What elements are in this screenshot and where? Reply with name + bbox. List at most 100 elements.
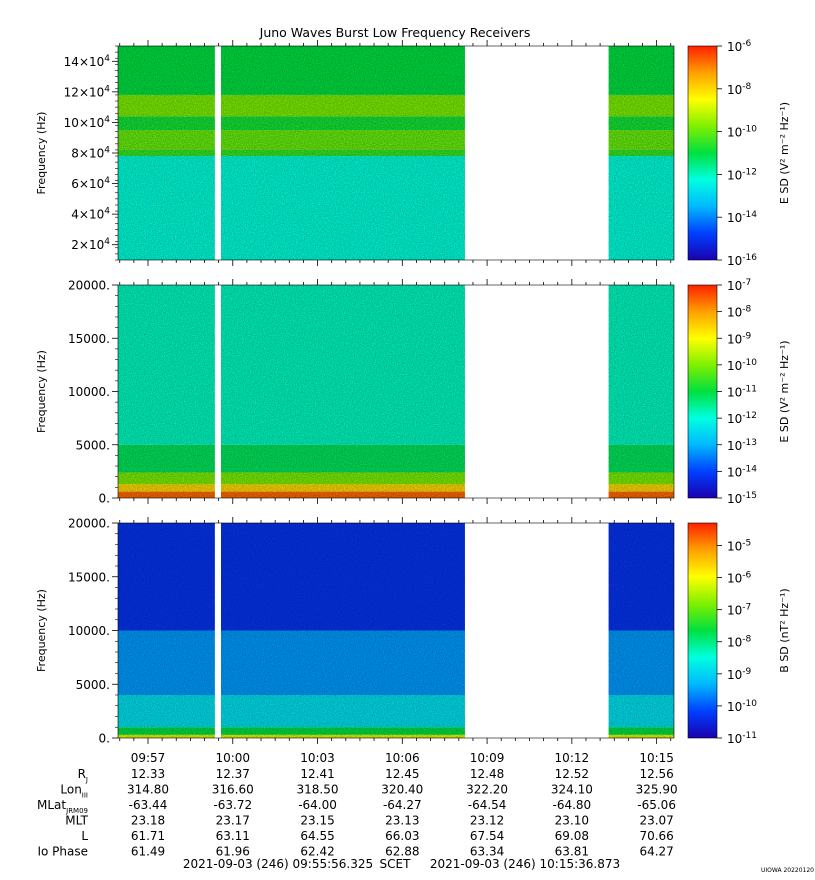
colorbar-frame [687, 522, 718, 739]
data-gap [214, 522, 221, 739]
y-axis-label: Frequency (Hz) [35, 350, 48, 433]
colorbar-tick-label: 10-10 [727, 358, 757, 373]
ephemeris-row-label: LonIII [60, 783, 88, 800]
data-gap [464, 522, 609, 739]
colorbar [688, 523, 717, 738]
y-tick-label: 20000. [68, 279, 110, 293]
y-tick-label: 8×104 [71, 146, 110, 161]
ephemeris-value: 23.17 [216, 814, 250, 828]
time-tick-label: 10:06 [385, 751, 420, 765]
ephemeris-value: 63.81 [555, 845, 589, 859]
ephemeris-value: -63.44 [129, 798, 168, 812]
colorbar-tick-label: 10-11 [727, 385, 757, 400]
ephemeris-value: 23.15 [300, 814, 334, 828]
colorbar-tick-label: 10-7 [727, 603, 751, 618]
ephemeris-value: 64.27 [639, 845, 673, 859]
colorbar-label: B SD (nT² Hz⁻¹) [778, 588, 791, 672]
colorbar-label: E SD (V² m⁻² Hz⁻¹) [778, 340, 791, 442]
y-tick-label: 15000. [68, 570, 110, 584]
y-tick-label: 6×104 [71, 176, 110, 191]
y-tick-label: 10×104 [64, 115, 111, 130]
ephemeris-value: -65.06 [637, 798, 676, 812]
colorbar-tick-label: 10-11 [727, 731, 757, 746]
colorbar-tick-label: 10-10 [727, 699, 757, 714]
ephemeris-value: 61.96 [216, 845, 250, 859]
ephemeris-value: 69.08 [555, 829, 589, 843]
colorbar-tick-label: 10-9 [727, 667, 752, 682]
scet-end: 2021-09-03 (246) 10:15:36.873 [430, 857, 620, 871]
ephemeris-value: 23.13 [385, 814, 419, 828]
colorbar-tick-label: 10-13 [727, 438, 757, 453]
ephemeris-value: 23.07 [639, 814, 673, 828]
ephemeris-value: -64.80 [553, 798, 592, 812]
credit-label: UIOWA 20220120 [761, 867, 814, 874]
colorbar-tick-label: 10-15 [727, 491, 757, 506]
colorbar-tick-label: 10-8 [727, 305, 752, 320]
y-tick-label: 2×104 [71, 237, 110, 252]
colorbar-tick-label: 10-12 [727, 167, 757, 182]
time-tick-label: 09:57 [131, 751, 166, 765]
ephemeris-value: 12.48 [470, 767, 504, 781]
colorbar-tick-label: 10-6 [727, 39, 752, 54]
ephemeris-value: 318.50 [297, 783, 339, 797]
data-gap [214, 284, 221, 499]
time-tick-label: 10:12 [555, 751, 590, 765]
colorbar [688, 46, 717, 260]
spectrogram-panels: 2×104 4×104 6×104 8×104 10×104 12×104 14×104 Fr… [35, 39, 791, 746]
colorbar-tick-label: 10-7 [727, 278, 751, 293]
ephemeris-row-label: Io Phase [37, 845, 88, 859]
y-tick-label: 20000. [68, 517, 110, 531]
ephemeris-table: RJ 12.33 12.37 12.41 12.45 12.48 12.52 12.56 Lon… [37, 767, 678, 859]
scet-start: 2021-09-03 (246) 09:55:56.325 [183, 857, 373, 871]
ephemeris-value: 63.34 [470, 845, 504, 859]
y-axis-label: Frequency (Hz) [35, 112, 48, 195]
colorbar [688, 285, 717, 498]
spectrogram-panel-3: 0. 5000. 10000. 15000. 20000. Frequency (Hz) 1… [35, 517, 791, 747]
ephemeris-value: 62.88 [385, 845, 419, 859]
ephemeris-value: 70.66 [639, 829, 673, 843]
y-tick-label: 0. [99, 732, 110, 746]
ephemeris-value: 61.49 [131, 845, 165, 859]
ephemeris-value: 12.41 [300, 767, 334, 781]
time-tick-label: 10:09 [470, 751, 505, 765]
ephemeris-value: 324.10 [551, 783, 593, 797]
ephemeris-value: 23.10 [555, 814, 589, 828]
y-tick-label: 14×104 [64, 54, 111, 69]
colorbar-frame [687, 45, 718, 261]
colorbar-tick-label: 10-12 [727, 411, 757, 426]
ephemeris-value: -63.72 [213, 798, 252, 812]
y-tick-label: 15000. [68, 332, 110, 346]
y-tick-label: 5000. [76, 678, 110, 692]
data-gap [214, 45, 221, 261]
colorbar-tick-label: 10-14 [727, 210, 757, 225]
chart-title: Juno Waves Burst Low Frequency Receivers [259, 25, 531, 40]
colorbar-tick-label: 10-14 [727, 464, 757, 479]
spectrogram-panel-1: 2×104 4×104 6×104 8×104 10×104 12×104 14×104 Fr… [35, 39, 791, 268]
ephemeris-value: 66.03 [385, 829, 419, 843]
ephemeris-value: 12.45 [385, 767, 419, 781]
colorbar-tick-label: 10-10 [727, 125, 757, 140]
colorbar-tick-label: 10-8 [727, 635, 752, 650]
ephemeris-value: 322.20 [466, 783, 508, 797]
y-tick-label: 0. [99, 492, 110, 506]
ephemeris-value: -64.54 [468, 798, 507, 812]
colorbar-tick-label: 10-16 [727, 253, 757, 268]
y-tick-label: 10000. [68, 385, 110, 399]
y-tick-label: 12×104 [64, 84, 111, 99]
y-axis-label: Frequency (Hz) [35, 589, 48, 672]
ephemeris-value: 12.52 [555, 767, 589, 781]
ephemeris-value: -64.00 [298, 798, 337, 812]
ephemeris-value: 23.12 [470, 814, 504, 828]
ephemeris-value: 314.80 [127, 783, 169, 797]
data-gap [464, 45, 609, 261]
ephemeris-value: 316.60 [212, 783, 254, 797]
colorbar-tick-label: 10-5 [727, 538, 751, 553]
ephemeris-value: 62.42 [300, 845, 334, 859]
y-tick-label: 4×104 [71, 207, 110, 222]
time-tick-label: 10:00 [215, 751, 250, 765]
ephemeris-value: 12.33 [131, 767, 165, 781]
colorbar-tick-label: 10-6 [727, 571, 752, 586]
time-tick-label: 10:03 [300, 751, 335, 765]
ephemeris-value: -64.27 [383, 798, 422, 812]
colorbar-label: E SD (V² m⁻² Hz⁻¹) [778, 102, 791, 204]
